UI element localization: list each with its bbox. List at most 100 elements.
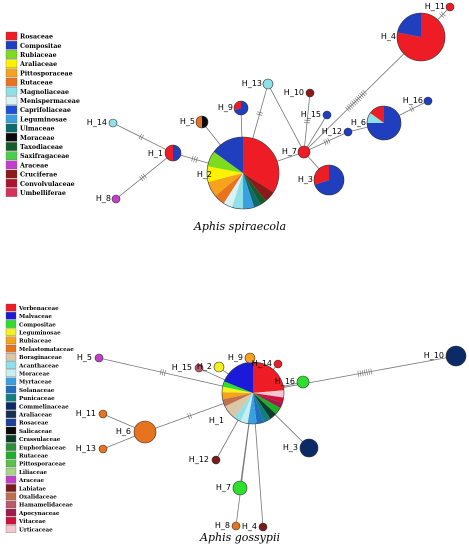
pie-slice <box>247 393 257 424</box>
mutation-tick <box>191 155 194 162</box>
network-edge <box>306 118 326 148</box>
legend-label: Myrtaceae <box>19 380 52 386</box>
legend-item-caprifoliaceae: Caprifoliaceae <box>5 105 71 114</box>
haplotype-label: H_3 <box>283 443 298 452</box>
legend-label: Oxalidaceae <box>19 495 57 501</box>
legend-swatch <box>5 59 18 68</box>
mutation-tick <box>349 102 355 108</box>
network-edge <box>276 153 299 162</box>
mutation-tick <box>439 13 445 18</box>
legend-item-myrtaceae: Myrtaceae <box>5 377 52 386</box>
legend-swatch <box>5 484 17 492</box>
legend-swatch <box>5 133 18 142</box>
pie-slice <box>98 444 108 454</box>
mutation-tick <box>363 369 366 376</box>
haplotype-label: H_1 <box>209 416 224 425</box>
mutation-tick <box>366 369 368 376</box>
legend-label: Magnoliaceae <box>20 89 69 96</box>
network-edge <box>116 124 167 150</box>
pie-slice <box>98 409 108 419</box>
legend-label: Malvaceae <box>19 314 52 320</box>
mutation-tick <box>325 138 329 145</box>
pie-slice <box>111 194 121 204</box>
haplotype-h-8 <box>111 194 121 204</box>
legend-item-rubiaceae: Rubiaceae <box>5 336 52 345</box>
mutation-tick <box>189 412 192 419</box>
legend-swatch <box>5 377 17 386</box>
pie-slice <box>243 173 255 209</box>
legend-label: Moraceae <box>20 135 55 142</box>
caption-gossypii: Aphis gossypii <box>199 531 280 544</box>
haplotype-label: H_16 <box>275 377 295 386</box>
haplotype-h-15 <box>194 363 204 373</box>
legend-label: Leguminosae <box>20 116 67 123</box>
legend-item-rosaceae: Rosaceae <box>5 418 49 427</box>
haplotype-h-5 <box>195 115 209 129</box>
legend-label: Boraginaceae <box>19 355 62 361</box>
pie-slice <box>232 480 248 496</box>
mutation-tick <box>139 176 144 182</box>
legend-item-leguminosae: Leguminosae <box>5 114 67 123</box>
mutation-tick <box>142 173 147 179</box>
pie-slice <box>253 393 271 423</box>
legend-label: Punicaceae <box>19 396 55 402</box>
pie-slice <box>222 386 253 393</box>
legend-label: Compositae <box>19 322 56 328</box>
pie-slice <box>445 2 455 12</box>
legend-item-cruciferae: Cruciferae <box>5 169 57 179</box>
pie-slice <box>211 455 221 465</box>
legend-item-liliaceae: Liliaceae <box>5 467 48 476</box>
mutation-tick <box>140 134 144 141</box>
haplotype-h-16 <box>423 96 433 106</box>
spiraeacola-network: Rosaceae Compositae Rubiaceae Araliaceae Pit… <box>5 2 455 210</box>
haplotype-h-13 <box>262 78 274 90</box>
pie-slice <box>258 522 268 532</box>
legend-item-rutaceae: Rutaceae <box>5 77 53 87</box>
haplotype-h-15 <box>322 110 332 120</box>
legend-label: Pittosporaceae <box>19 462 66 468</box>
pie-slice <box>196 116 202 128</box>
legend-label: Liliaceae <box>19 470 48 476</box>
legend-label: Labiatae <box>19 486 46 492</box>
pie-slice <box>222 381 253 393</box>
legend-swatch <box>5 402 17 410</box>
mutation-tick <box>411 105 415 112</box>
mutation-tick <box>409 106 413 113</box>
network-edge <box>202 369 226 381</box>
legend-label: Verbenaceae <box>18 306 59 312</box>
pie-slice <box>253 393 283 408</box>
legend-label: Caprifoliaceae <box>20 107 71 114</box>
legend-label: Compositae <box>20 43 61 50</box>
pie-slice <box>253 393 264 424</box>
pie-slice <box>165 145 173 161</box>
mutation-tick <box>195 156 198 163</box>
network-edge <box>351 126 368 132</box>
haplotype-h-13 <box>98 444 108 454</box>
network-edge <box>254 423 264 524</box>
pie-slice <box>207 166 243 182</box>
pie-slice <box>343 127 353 137</box>
legend-swatch <box>5 96 18 105</box>
pie-slice <box>224 362 253 393</box>
pie-slice <box>244 352 256 364</box>
legend: Rosaceae Compositae Rubiaceae Araliaceae Pit… <box>5 31 80 197</box>
edges <box>102 357 447 524</box>
haplotype-label: H_15 <box>172 363 192 372</box>
network-edge <box>106 415 136 429</box>
mutation-tick <box>357 370 360 377</box>
haplotype-label: H_2 <box>197 170 212 179</box>
legend-swatch <box>5 459 17 468</box>
legend-swatch <box>5 467 17 476</box>
pie-slice <box>223 173 243 208</box>
pie-slice <box>202 116 208 128</box>
network-edge <box>304 96 310 147</box>
pie-slice <box>367 113 384 123</box>
haplotype-h-6 <box>133 420 157 444</box>
haplotype-h-9 <box>244 352 256 364</box>
legend-item-araceae: Araceae <box>5 476 45 484</box>
haplotype-h-11 <box>98 409 108 419</box>
legend-item-melastomataceae: Melastomataceae <box>5 344 74 353</box>
legend-item-umbelliferae: Umbelliferae <box>5 188 66 197</box>
pie-slice <box>221 392 253 400</box>
nodes: H_2 H_1 H_14 H_8 H_5 H_9 H_13 H_10 H_7 H_15H_12 H_… <box>87 2 455 210</box>
